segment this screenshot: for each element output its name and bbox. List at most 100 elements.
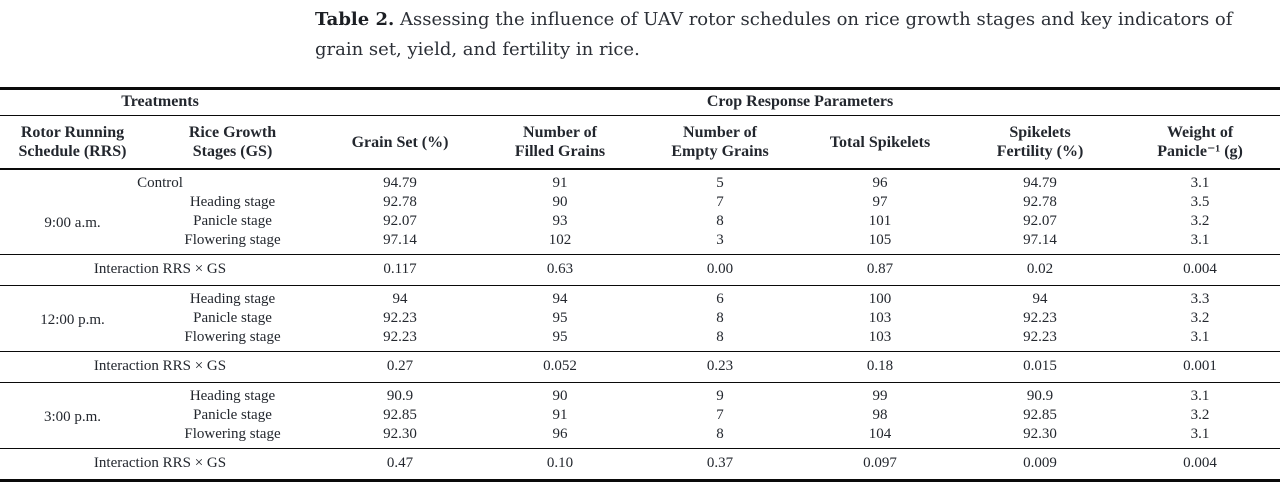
stage-label: Heading stage xyxy=(189,194,276,210)
cell-panicle-weight: 3.1 xyxy=(1190,329,1210,345)
cell-empty-grains: 7 xyxy=(716,194,724,210)
interaction-label: Interaction RRS × GS xyxy=(0,448,321,481)
cell-total-spikelets: 101 xyxy=(868,213,892,229)
cell-grain-set: 90.9 xyxy=(386,388,414,404)
pvalue-filled-grains: 0.052 xyxy=(480,351,641,383)
col-header-filled-grains: Number of Filled Grains xyxy=(480,115,641,170)
row-12pm-flowering: Flowering stage 92.23 95 8 103 92.23 3.1 xyxy=(0,328,1280,352)
cell-total-spikelets: 97 xyxy=(872,194,888,210)
caption-text: Assessing the influence of UAV rotor sch… xyxy=(394,9,1233,30)
cell-filled-grains: 90 xyxy=(552,388,568,404)
cell-panicle-weight: 3.1 xyxy=(1190,175,1210,191)
cell-filled-grains: 95 xyxy=(552,329,568,345)
cell-grain-set: 92.23 xyxy=(383,329,417,345)
pvalue-empty-grains: 0.37 xyxy=(640,448,801,481)
cell-spikelets-fertility: 94 xyxy=(1032,291,1048,307)
row-9am-heading: 9:00 a.m. Heading stage 92.78 90 7 97 92… xyxy=(0,193,1280,231)
results-table: Treatments Crop Response Parameters Roto… xyxy=(0,87,1280,482)
stage-label: Panicle stage xyxy=(193,213,272,229)
interaction-block-2: Interaction RRS × GS 0.27 0.052 0.23 0.1… xyxy=(0,351,1280,383)
cell-panicle-weight: 3.1 xyxy=(1190,388,1210,404)
cell-panicle-weight: 3.1 xyxy=(1190,232,1210,248)
stage-label: Panicle stage xyxy=(193,310,272,326)
cell-total-spikelets: 103 xyxy=(868,310,892,326)
cell-grain-set: 94 xyxy=(392,291,408,307)
schedule-label-9am: 9:00 a.m. xyxy=(44,215,101,231)
cell-empty-grains: 8 xyxy=(716,310,724,326)
table-caption: Table 2. Assessing the influence of UAV … xyxy=(315,5,1280,65)
pvalue-total-spikelets: 0.097 xyxy=(800,448,961,481)
pvalue-grain-set: 0.47 xyxy=(320,448,481,481)
cell-empty-grains: 7 xyxy=(716,407,724,423)
cell-empty-grains: 8 xyxy=(716,426,724,442)
pvalue-total-spikelets: 0.87 xyxy=(800,254,961,286)
col-header-growth-stages: Rice Growth Stages (GS) xyxy=(145,115,321,170)
cell-filled-grains: 96 xyxy=(552,426,568,442)
cell-grain-set: 92.30 xyxy=(383,426,417,442)
cell-spikelets-fertility: 92.23 xyxy=(1023,329,1057,345)
row-interaction-3: Interaction RRS × GS 0.47 0.10 0.37 0.09… xyxy=(0,448,1280,481)
row-interaction-2: Interaction RRS × GS 0.27 0.052 0.23 0.1… xyxy=(0,351,1280,383)
stage-label: Flowering stage xyxy=(184,426,281,442)
section-9am: Control 94.79 91 5 96 94.79 3.1 9:00 a.m… xyxy=(0,169,1280,255)
cell-filled-grains: 90 xyxy=(552,194,568,210)
pvalue-grain-set: 0.27 xyxy=(320,351,481,383)
row-9am-panicle: Panicle stage 92.07 93 8 101 92.07 3.2 xyxy=(0,212,1280,231)
caption-line-2: grain set, yield, and fertility in rice. xyxy=(315,39,640,60)
section-12pm: 12:00 p.m. Heading stage 94 94 6 100 94 … xyxy=(0,286,1280,352)
cell-spikelets-fertility: 90.9 xyxy=(1026,388,1054,404)
pvalue-grain-set: 0.117 xyxy=(320,254,481,286)
cell-grain-set: 92.78 xyxy=(383,194,417,210)
row-interaction-1: Interaction RRS × GS 0.117 0.63 0.00 0.8… xyxy=(0,254,1280,286)
cell-grain-set: 92.23 xyxy=(383,310,417,326)
cell-grain-set: 92.07 xyxy=(383,213,417,229)
cell-spikelets-fertility: 92.30 xyxy=(1023,426,1057,442)
row-3pm-flowering: Flowering stage 92.30 96 8 104 92.30 3.1 xyxy=(0,425,1280,449)
row-12pm-heading: 12:00 p.m. Heading stage 94 94 6 100 94 … xyxy=(0,286,1280,328)
cell-total-spikelets: 99 xyxy=(872,388,888,404)
cell-spikelets-fertility: 97.14 xyxy=(1023,232,1057,248)
col-header-panicle-weight: Weight of Panicle⁻¹ (g) xyxy=(1120,115,1280,170)
row-3pm-heading: 3:00 p.m. Heading stage 90.9 90 9 99 90.… xyxy=(0,383,1280,425)
stage-label: Panicle stage xyxy=(193,407,272,423)
cell-grain-set: 94.79 xyxy=(383,175,417,191)
cell-panicle-weight: 3.3 xyxy=(1190,291,1210,307)
interaction-block-1: Interaction RRS × GS 0.117 0.63 0.00 0.8… xyxy=(0,254,1280,286)
col-header-grain-set: Grain Set (%) xyxy=(320,115,481,170)
pvalue-empty-grains: 0.00 xyxy=(640,254,801,286)
cell-filled-grains: 94 xyxy=(552,291,568,307)
row-3pm-panicle: Panicle stage 92.85 91 7 98 92.85 3.2 xyxy=(0,406,1280,425)
pvalue-empty-grains: 0.23 xyxy=(640,351,801,383)
cell-total-spikelets: 103 xyxy=(868,329,892,345)
pvalue-spikelets-fertility: 0.009 xyxy=(960,448,1121,481)
cell-empty-grains: 3 xyxy=(716,232,724,248)
row-12pm-panicle: Panicle stage 92.23 95 8 103 92.23 3.2 xyxy=(0,309,1280,328)
cell-total-spikelets: 98 xyxy=(872,407,888,423)
cell-empty-grains: 6 xyxy=(716,291,724,307)
pvalue-panicle-weight: 0.001 xyxy=(1120,351,1280,383)
stage-label: Heading stage xyxy=(189,291,276,307)
treatment-label-control: Control xyxy=(137,175,183,191)
pvalue-filled-grains: 0.63 xyxy=(480,254,641,286)
cell-total-spikelets: 105 xyxy=(868,232,892,248)
pvalue-panicle-weight: 0.004 xyxy=(1120,254,1280,286)
pvalue-total-spikelets: 0.18 xyxy=(800,351,961,383)
cell-filled-grains: 91 xyxy=(552,175,568,191)
col-header-rotor-schedule: Rotor Running Schedule (RRS) xyxy=(0,115,145,170)
interaction-block-3: Interaction RRS × GS 0.47 0.10 0.37 0.09… xyxy=(0,448,1280,481)
cell-grain-set: 97.14 xyxy=(383,232,417,248)
cell-total-spikelets: 104 xyxy=(868,426,892,442)
pvalue-filled-grains: 0.10 xyxy=(480,448,641,481)
cell-total-spikelets: 96 xyxy=(872,175,888,191)
cell-spikelets-fertility: 94.79 xyxy=(1023,175,1057,191)
caption-line-1: Table 2. Assessing the influence of UAV … xyxy=(315,5,1280,35)
pvalue-spikelets-fertility: 0.02 xyxy=(960,254,1121,286)
interaction-label: Interaction RRS × GS xyxy=(0,351,321,383)
cell-panicle-weight: 3.2 xyxy=(1190,213,1210,229)
row-control: Control 94.79 91 5 96 94.79 3.1 xyxy=(0,169,1280,193)
cell-empty-grains: 5 xyxy=(716,175,724,191)
cell-filled-grains: 102 xyxy=(548,232,572,248)
cell-panicle-weight: 3.2 xyxy=(1190,310,1210,326)
cell-spikelets-fertility: 92.23 xyxy=(1023,310,1057,326)
stage-label: Flowering stage xyxy=(184,329,281,345)
